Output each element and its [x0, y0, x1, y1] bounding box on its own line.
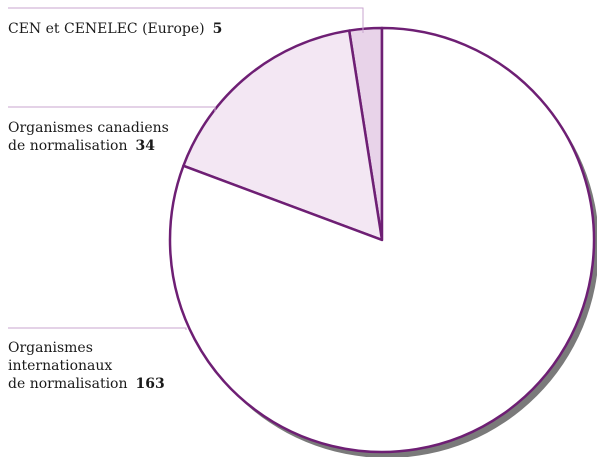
slice-label-cen-cenelec: CEN et CENELEC (Europe) 5 [8, 21, 222, 37]
pie-slice-international-bodies [168, 26, 596, 454]
pie-slice-canadian-bodies [182, 29, 384, 242]
pie-slices [168, 26, 596, 454]
slice-labels: CEN et CENELEC (Europe) 5 Organismes canad… [8, 21, 222, 392]
slice-value-canadian-bodies: 34 [136, 138, 156, 154]
leader-line-canadian-bodies [8, 106, 216, 112]
slice-label-canadian-bodies: Organismes canadiens de normalisation 34 [8, 120, 169, 154]
slice-value-cen-cenelec: 5 [213, 21, 223, 37]
slice-label-international-bodies: Organismes internationaux de normalisation… [8, 340, 165, 392]
leader-line-cen-cenelec [8, 7, 364, 33]
leader-lines [8, 7, 364, 330]
slice-value-international-bodies: 163 [136, 376, 165, 392]
leader-line-international-bodies [8, 327, 187, 330]
